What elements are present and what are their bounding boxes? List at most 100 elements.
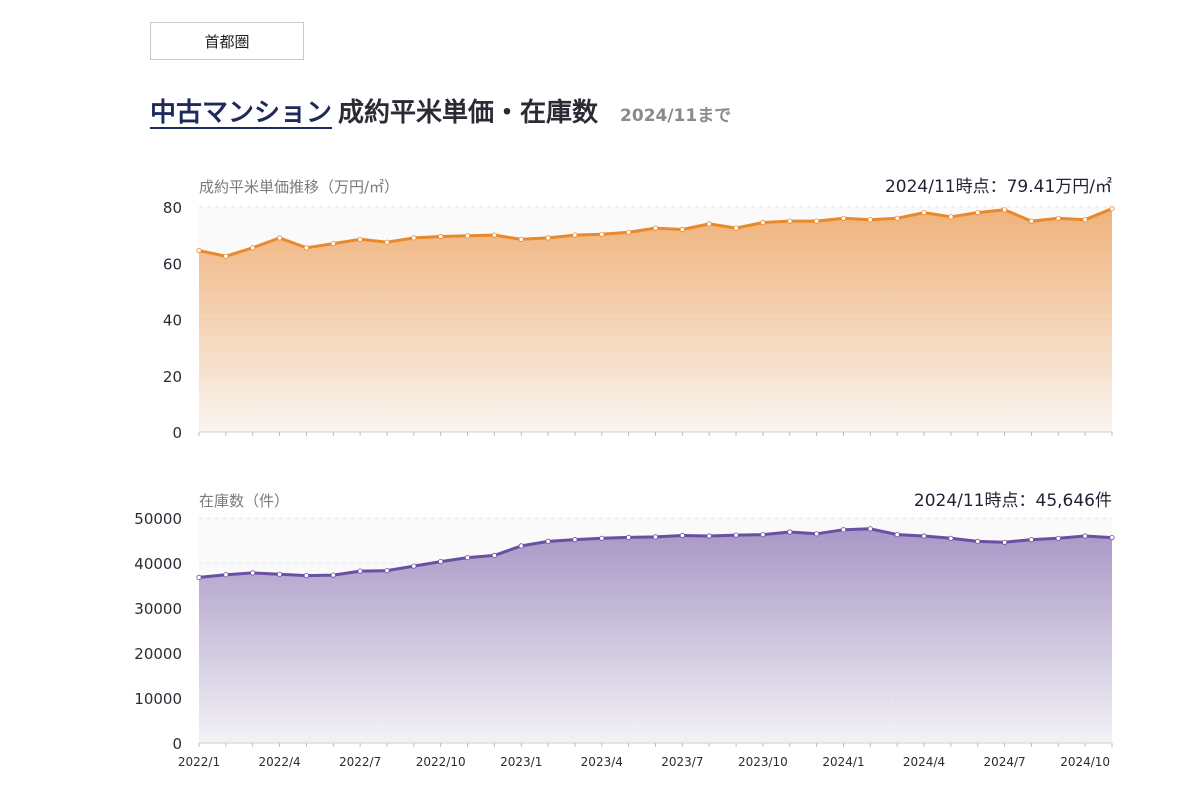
data-point-price [813,218,820,224]
data-point-price [867,217,873,223]
data-point-stock [1109,534,1115,541]
x-tick-label: 2022/10 [416,755,466,769]
y-tick-label-stock: 40000 [134,555,182,573]
page-title: 中古マンション 成約平米単価・在庫数 2024/11まで [150,92,731,132]
data-point-stock [223,572,229,578]
data-point-stock [813,531,820,537]
x-tick-label: 2024/10 [1060,755,1110,769]
data-point-price [572,232,578,238]
y-tick-label-price: 80 [163,199,182,217]
data-point-price [411,235,417,241]
x-tick-label: 2022/4 [258,755,300,769]
y-tick-label-price: 0 [172,424,182,442]
data-point-stock [706,533,712,539]
data-point-price [840,215,847,221]
data-point-price [733,225,739,231]
data-point-stock [975,538,981,545]
area-fill-stock [199,528,1112,743]
data-point-stock [840,527,847,533]
y-tick-label-stock: 10000 [134,690,182,708]
latest-value-label-price: 2024/11時点：79.41万円/㎡ [885,177,1112,197]
property-type-link[interactable]: 中古マンション [150,98,333,128]
data-point-stock [572,536,578,543]
data-point-price [975,210,981,216]
data-point-stock [894,531,900,538]
data-point-stock [250,570,256,576]
data-point-price [1082,217,1088,223]
data-point-stock [491,552,497,559]
data-point-stock [1001,539,1008,545]
region-selector[interactable]: 首都圏 [150,22,304,60]
data-point-price [787,218,793,224]
data-point-stock [625,534,632,541]
data-point-price [894,215,900,221]
data-point-price [679,226,686,233]
data-point-price [438,233,444,240]
data-point-price [250,245,256,251]
x-tick-label: 2023/4 [581,755,623,769]
data-point-stock [787,529,793,535]
data-point-price [652,225,659,231]
data-point-stock [1082,533,1088,539]
data-point-stock [464,554,471,561]
data-point-price [357,236,363,242]
data-point-price [1055,215,1061,221]
chart-title-stock: 在庫数（件） [199,492,289,510]
data-point-stock [1055,535,1061,541]
data-point-stock [330,572,336,578]
y-tick-label-stock: 20000 [134,645,182,663]
x-tick-label: 2022/7 [339,755,381,769]
data-point-stock [733,532,739,538]
data-point-price [384,239,390,245]
data-point-price [1001,207,1008,213]
x-tick-label: 2023/7 [661,755,703,769]
y-tick-label-price: 40 [163,312,182,330]
region-label: 首都圏 [204,32,250,51]
data-until-label: 2024/11まで [620,106,732,126]
data-point-stock [518,543,524,549]
page-title-text: 成約平米単価・在庫数 [338,98,599,128]
data-point-stock [276,571,283,577]
chart-title-price: 成約平米単価推移（万円/㎡） [199,178,399,196]
data-point-stock [652,534,659,540]
data-point-stock [679,532,686,539]
x-tick-label: 2024/7 [983,755,1025,769]
data-point-price [760,219,766,226]
data-point-price [948,214,954,220]
data-point-stock [357,568,363,574]
x-tick-label: 2022/1 [178,755,220,769]
y-tick-label-stock: 30000 [134,600,182,618]
data-point-price [599,231,605,237]
data-point-price [1028,218,1035,224]
data-point-stock [1028,536,1035,543]
data-point-price [706,221,712,227]
data-point-stock [545,538,551,545]
data-point-stock [948,535,954,541]
area-fill-price [199,208,1112,432]
data-point-stock [599,535,605,541]
data-point-stock [384,567,390,574]
data-point-price [330,241,336,247]
data-point-stock [760,531,766,538]
data-point-price [921,210,927,216]
data-point-stock [303,572,309,579]
x-tick-label: 2023/1 [500,755,542,769]
x-tick-label: 2023/10 [738,755,788,769]
data-point-price [625,229,632,235]
y-tick-label-price: 20 [163,368,182,386]
data-point-stock [867,526,873,532]
data-point-price [545,235,551,241]
data-point-price [491,232,497,238]
data-point-price [518,236,524,242]
data-point-stock [438,558,444,565]
latest-value-label-stock: 2024/11時点：45,646件 [914,491,1112,511]
y-tick-label-stock: 50000 [134,510,182,528]
data-point-stock [196,574,202,581]
y-tick-label-price: 60 [163,255,182,273]
data-point-price [464,233,471,239]
x-tick-label: 2024/4 [903,755,945,769]
data-point-price [303,245,309,251]
data-point-price [1109,206,1115,212]
x-tick-label: 2024/1 [822,755,864,769]
data-point-price [276,235,283,241]
